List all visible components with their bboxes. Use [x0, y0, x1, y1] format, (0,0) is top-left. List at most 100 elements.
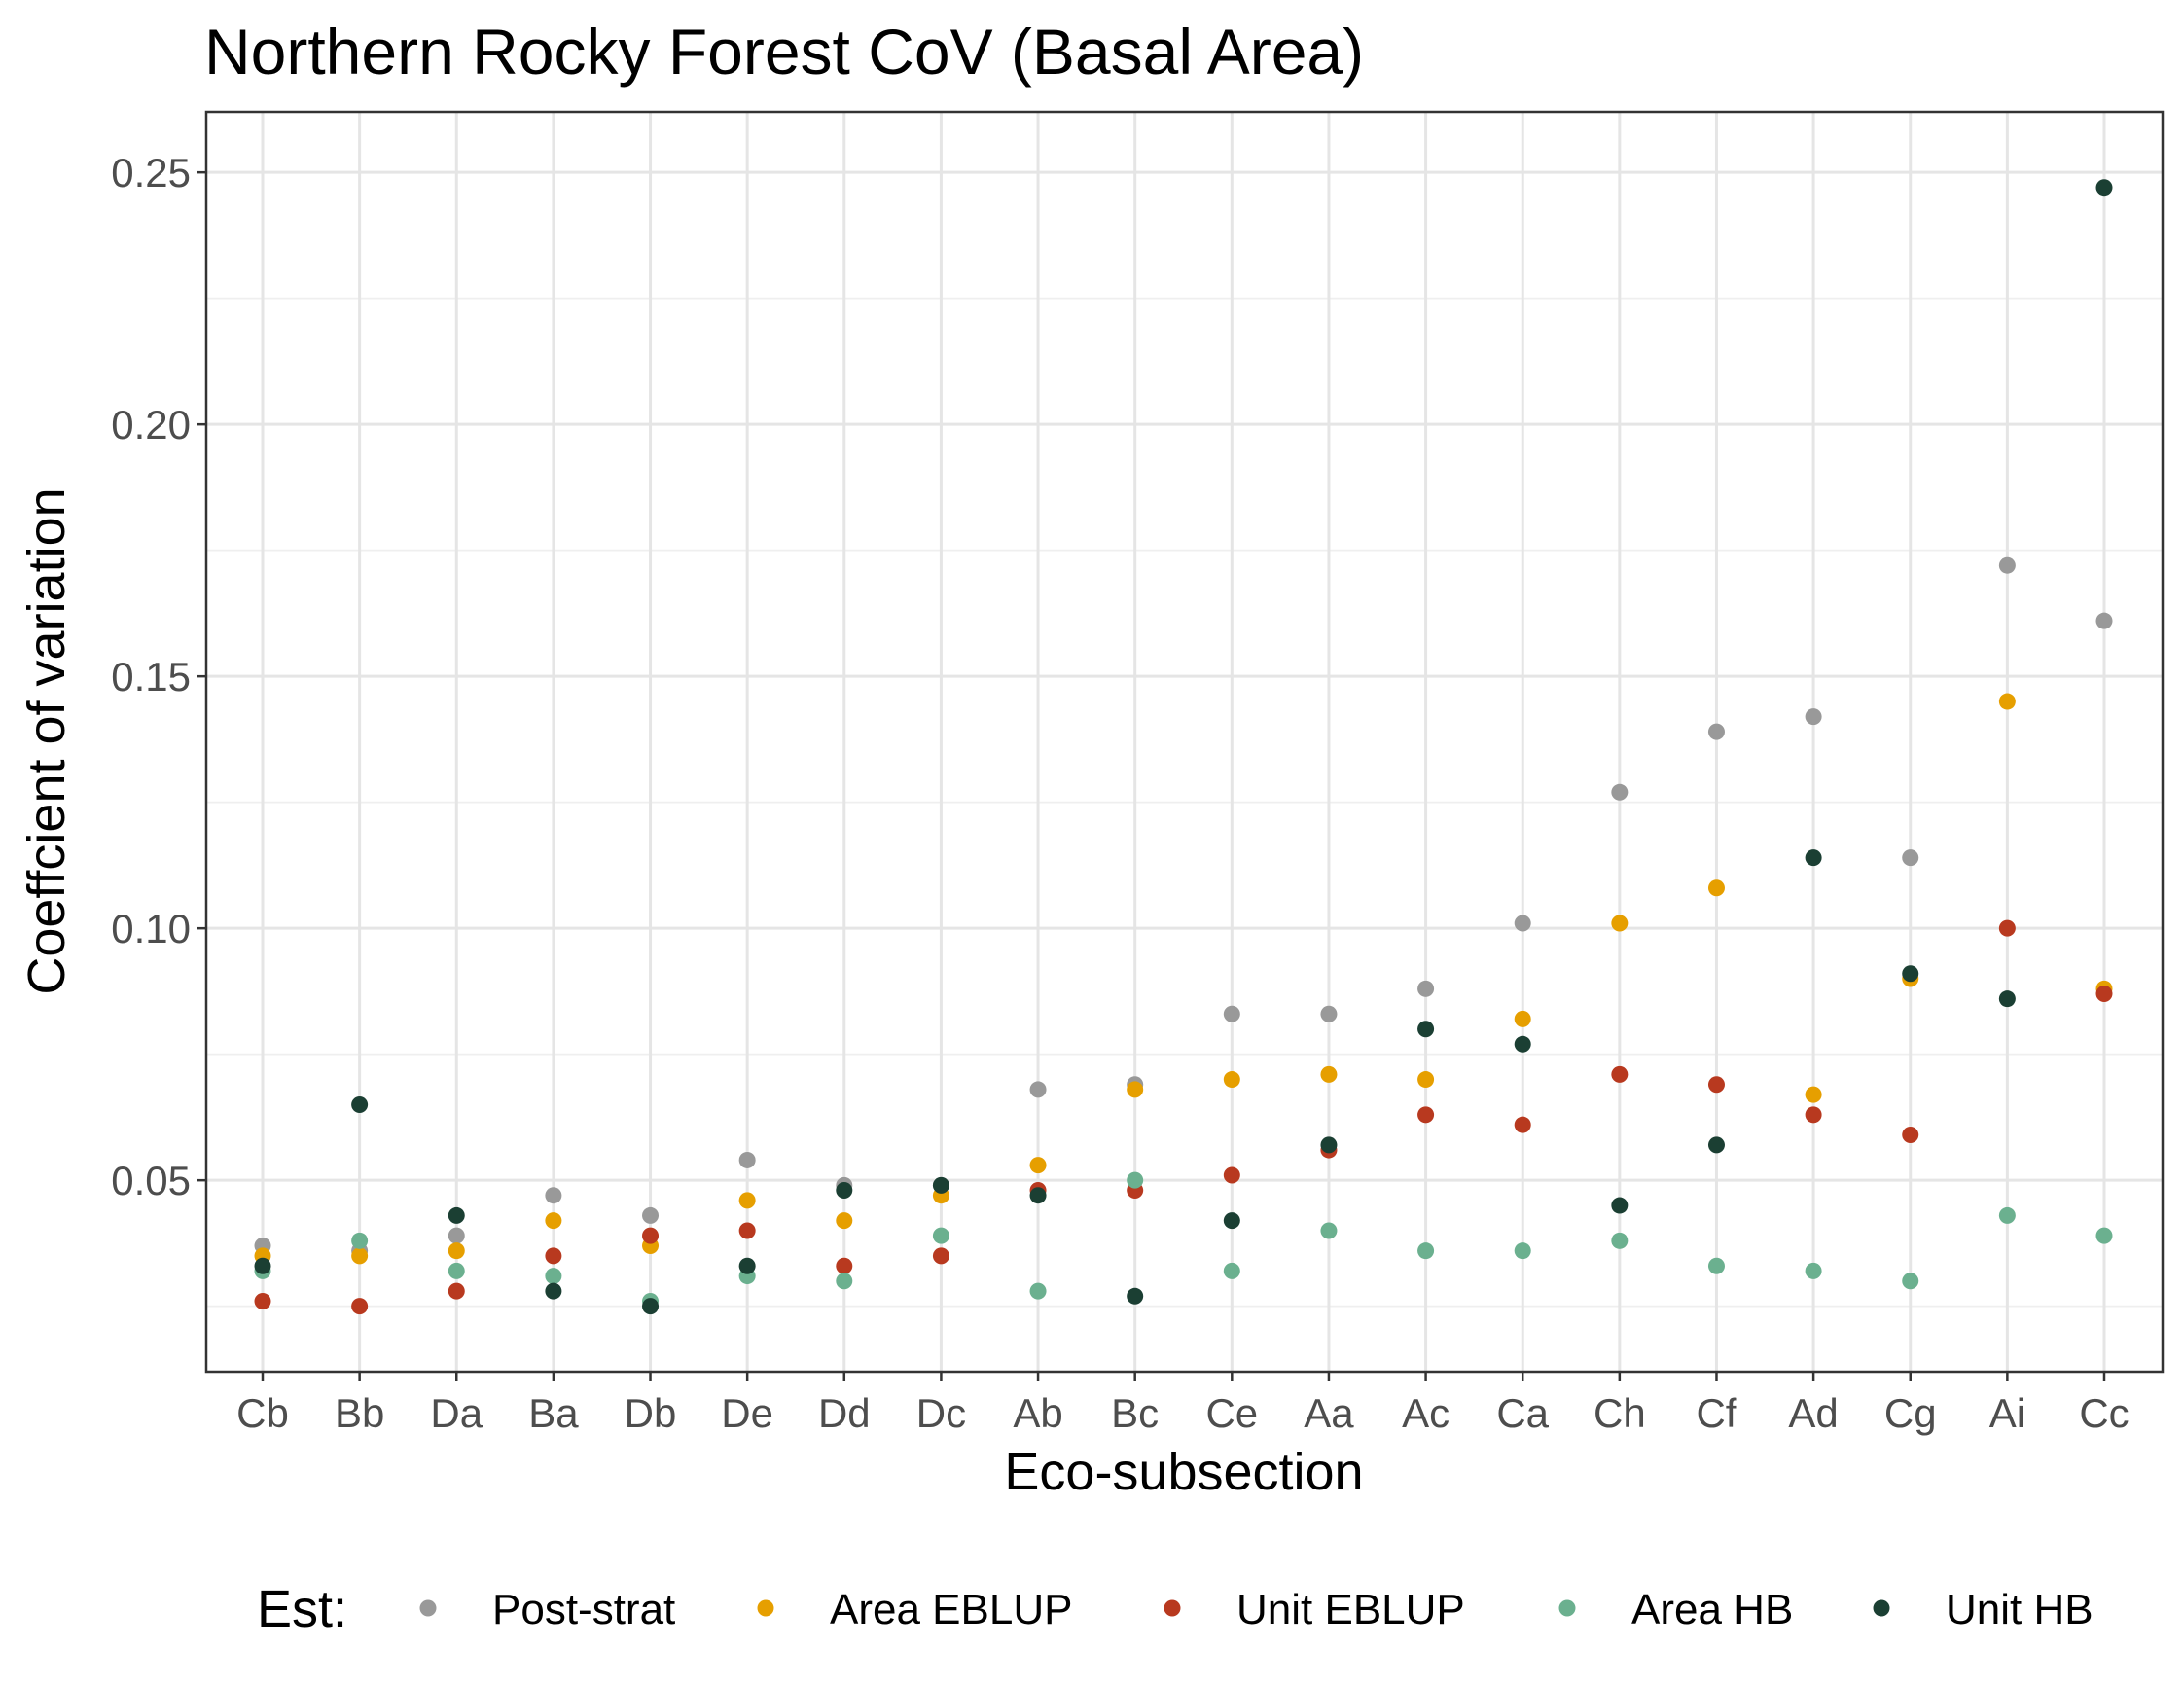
x-tick-label: Cg — [1884, 1390, 1937, 1436]
legend-title: Est: — [257, 1580, 347, 1638]
data-point — [351, 1232, 369, 1249]
data-point — [1902, 965, 1919, 983]
data-point — [1417, 1242, 1435, 1260]
legend-item: Unit HB — [1873, 1586, 2094, 1633]
data-point — [351, 1298, 369, 1315]
data-point — [1029, 1282, 1047, 1300]
legend-item: Area EBLUP — [757, 1586, 1072, 1633]
legend-key — [1873, 1599, 1890, 1617]
y-tick-label: 0.15 — [111, 654, 191, 700]
series-unit-hb — [254, 179, 2113, 1315]
series-post-strat — [254, 556, 2113, 1260]
data-point — [545, 1187, 562, 1204]
data-point — [1805, 1106, 1822, 1124]
chart-title: Northern Rocky Forest CoV (Basal Area) — [204, 16, 1364, 88]
data-point — [1998, 990, 2016, 1008]
axes: 0.05 0.10 0.15 0.20 0.25 Cb Bb Da Ba Db De Dd Dc Ab Bc… — [111, 150, 2129, 1436]
x-tick-label: Dd — [818, 1390, 871, 1436]
data-point — [1320, 1136, 1338, 1154]
legend-key — [1164, 1599, 1181, 1617]
y-tick-label: 0.10 — [111, 906, 191, 951]
data-point — [738, 1257, 756, 1274]
data-point — [1417, 1071, 1435, 1089]
data-point — [1707, 723, 1725, 740]
data-point — [1611, 1065, 1629, 1083]
legend-label: Area HB — [1631, 1586, 1793, 1633]
data-point — [642, 1298, 660, 1315]
y-tick-label: 0.25 — [111, 150, 191, 196]
data-point — [738, 1151, 756, 1168]
data-point — [642, 1227, 660, 1244]
series-area-eblup — [254, 693, 2113, 1265]
data-point — [836, 1212, 853, 1230]
data-point — [1417, 1106, 1435, 1124]
y-tick-label: 0.05 — [111, 1158, 191, 1203]
legend-item: Area HB — [1558, 1586, 1793, 1633]
x-tick-label: Aa — [1304, 1390, 1354, 1436]
data-point — [448, 1242, 465, 1260]
data-point — [1417, 980, 1435, 997]
x-tick-label: Ab — [1013, 1390, 1062, 1436]
data-point — [448, 1262, 465, 1279]
data-point — [351, 1247, 369, 1265]
legend: Est: Post-strat Area EBLUP Unit EBLUP Area H… — [257, 1580, 2094, 1638]
legend-key — [757, 1599, 774, 1617]
data-point — [1611, 915, 1629, 932]
data-point — [836, 1273, 853, 1290]
data-point — [1223, 1212, 1240, 1230]
data-point — [1707, 879, 1725, 897]
y-tick-label: 0.20 — [111, 402, 191, 448]
grid — [206, 112, 2163, 1372]
data-points — [254, 179, 2113, 1315]
x-tick-label: Ca — [1496, 1390, 1549, 1436]
data-point — [1320, 1222, 1338, 1239]
data-point — [1902, 849, 1919, 867]
series-unit-eblup — [254, 919, 2113, 1315]
data-point — [2095, 1227, 2113, 1244]
x-tick-label: Bc — [1111, 1390, 1159, 1436]
legend-key — [419, 1599, 437, 1617]
data-point — [738, 1192, 756, 1209]
x-tick-label: Ba — [528, 1390, 579, 1436]
data-point — [2095, 986, 2113, 1002]
x-tick-label: Ai — [1989, 1390, 2025, 1436]
x-tick-label: De — [721, 1390, 773, 1436]
legend-label: Unit EBLUP — [1236, 1586, 1465, 1633]
data-point — [932, 1227, 949, 1244]
data-point — [545, 1268, 562, 1285]
x-axis-title: Eco-subsection — [1004, 1443, 1363, 1501]
legend-item: Post-strat — [419, 1586, 675, 1633]
data-point — [1223, 1166, 1240, 1184]
data-point — [1514, 1242, 1531, 1260]
data-point — [448, 1282, 465, 1300]
data-point — [1611, 1232, 1629, 1249]
legend-label: Post-strat — [492, 1586, 675, 1633]
data-point — [836, 1182, 853, 1200]
data-point — [932, 1176, 949, 1194]
data-point — [1029, 1081, 1047, 1098]
legend-item: Unit EBLUP — [1164, 1586, 1465, 1633]
data-point — [1223, 1262, 1240, 1279]
x-tick-label: Ce — [1205, 1390, 1258, 1436]
data-point — [1805, 1262, 1822, 1279]
x-tick-label: Dc — [916, 1390, 966, 1436]
data-point — [1320, 1065, 1338, 1083]
x-tick-label: Ad — [1788, 1390, 1838, 1436]
x-tick-label: Ch — [1593, 1390, 1646, 1436]
data-point — [1707, 1136, 1725, 1154]
data-point — [2095, 612, 2113, 629]
data-point — [1127, 1287, 1144, 1305]
data-point — [1611, 783, 1629, 801]
data-point — [1514, 1010, 1531, 1027]
data-point — [642, 1206, 660, 1224]
legend-label: Unit HB — [1946, 1586, 2094, 1633]
x-tick-label: Cc — [2079, 1390, 2129, 1436]
data-point — [1320, 1005, 1338, 1022]
data-point — [1127, 1171, 1144, 1189]
data-point — [545, 1247, 562, 1265]
data-point — [932, 1247, 949, 1265]
data-point — [836, 1257, 853, 1274]
data-point — [1805, 849, 1822, 867]
x-tick-label: Db — [625, 1390, 677, 1436]
